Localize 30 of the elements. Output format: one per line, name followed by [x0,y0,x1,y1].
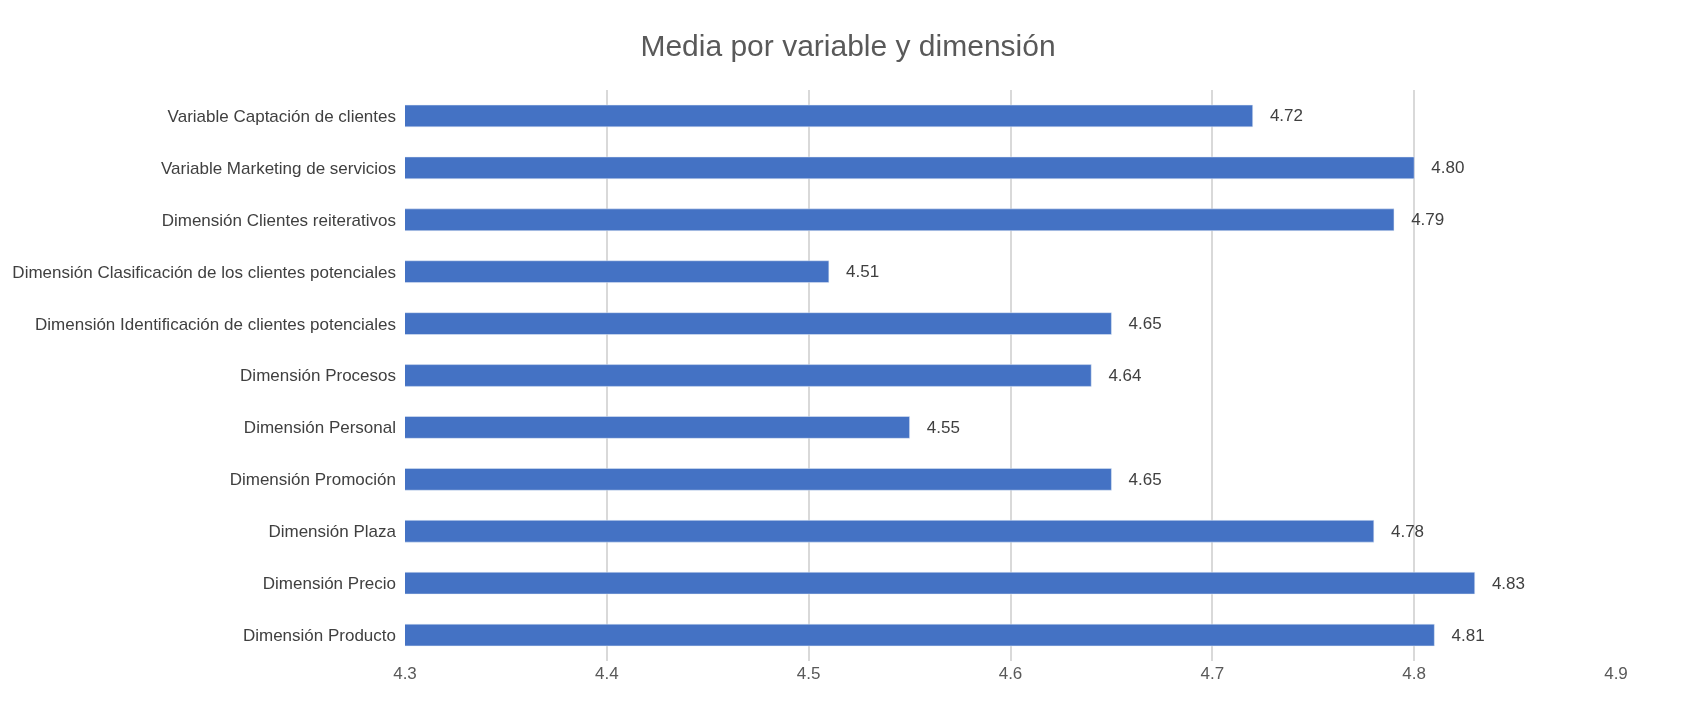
y-tick-label: Dimensión Clasificación de los clientes potenciales [12,262,396,282]
x-tick-label: 4.7 [1200,664,1225,683]
y-tick-label: Dimensión Identificación de clientes potenciales [35,314,396,334]
x-tick-label: 4.3 [393,664,417,683]
y-tick-label: Dimensión Clientes reiterativos [161,210,396,230]
y-tick-label: Dimensión Personal [243,418,396,438]
data-label: 4.51 [831,262,880,282]
chart-title: Media por variable y dimensión [640,29,1056,63]
x-tick-label: 4.4 [595,664,619,683]
data-label: 4.65 [1114,469,1162,489]
data-label: 4.55 [912,417,960,437]
y-tick-label: Dimensión Precio [262,574,396,594]
y-tick-label: Variable Captación de clientes [167,106,396,126]
x-tick-label: 4.6 [998,664,1023,683]
y-tick-label: Dimensión Promoción [229,470,396,490]
data-label: 4.81 [1437,625,1485,645]
data-label: 4.65 [1114,314,1162,334]
data-label: 4.80 [1417,158,1465,178]
y-tick-label: Dimensión Producto [242,626,396,645]
x-tick-label: 4.9 [1604,664,1628,683]
data-label: 4.79 [1396,210,1445,230]
y-tick-label: Variable Marketing de servicios [161,158,396,178]
y-tick-label: Dimensión Plaza [268,522,397,542]
x-tick-label: 4.8 [1402,664,1426,683]
x-tick-label: 4.5 [796,664,821,683]
data-label: 4.83 [1477,573,1525,593]
data-label: 4.72 [1255,106,1303,126]
y-tick-label: Dimensión Procesos [240,366,396,386]
data-label: 4.78 [1376,521,1425,541]
data-label: 4.64 [1094,366,1142,385]
